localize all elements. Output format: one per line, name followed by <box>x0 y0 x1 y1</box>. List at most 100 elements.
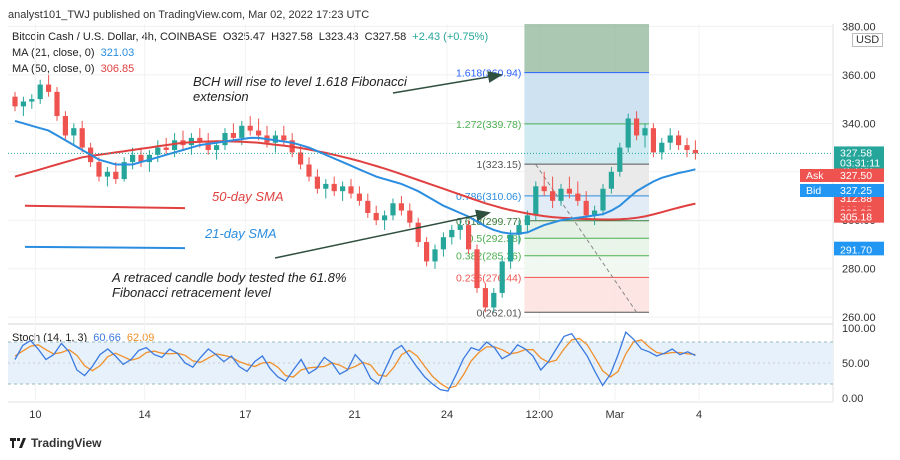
footer-text: TradingView <box>31 436 102 450</box>
annotation-retrace: A retraced candle body tested the 61.8% … <box>112 270 346 300</box>
candle-body <box>499 261 505 293</box>
candle-body <box>71 128 77 136</box>
fib-zone <box>524 72 649 124</box>
quote-bid-value: 327.25 <box>840 185 872 197</box>
stoch-k-line <box>14 331 696 392</box>
quote-ask-value-box <box>834 169 884 182</box>
tradingview-logo-icon <box>10 437 26 448</box>
currency-badge[interactable]: USD <box>852 33 884 47</box>
time-tick-label: 24 <box>441 409 453 421</box>
annotation-sma50: 50-day SMA <box>212 189 284 204</box>
candle-body <box>566 188 572 194</box>
quote-bid-box <box>800 184 834 197</box>
candle-body <box>12 96 18 107</box>
candle-body <box>54 91 60 117</box>
annotation-rise-line1: BCH will rise to level 1.618 Fibonacci <box>193 74 407 89</box>
candle-body <box>583 200 589 216</box>
price-tick-label: 280.00 <box>842 264 876 276</box>
ma50-value: 306.85 <box>100 63 135 75</box>
candle-body <box>650 128 656 153</box>
candle-body <box>155 147 161 155</box>
quote-ask-label: Ask <box>806 170 824 182</box>
candle-body <box>608 171 614 189</box>
candle-body <box>46 84 52 92</box>
fib-zone <box>524 277 649 313</box>
candle-body <box>373 212 379 221</box>
candle-body <box>331 183 337 192</box>
candle-body <box>340 186 346 192</box>
stoch-d-value: 62.09 <box>126 332 155 344</box>
price-tick-label: 260.00 <box>842 312 876 324</box>
candle-body <box>365 200 371 213</box>
candle-body <box>466 225 472 250</box>
fib-level-label: 0.5(292.58) <box>468 233 522 245</box>
stoch-tick-label: 0.00 <box>842 393 863 405</box>
stoch-tick-label: 100.00 <box>842 323 876 335</box>
candle-body <box>197 137 203 143</box>
publish-header: analyst101_TWJ published on TradingView.… <box>8 9 370 21</box>
annotation-rise-line2: extension <box>193 89 249 104</box>
candle-body <box>575 193 581 201</box>
candle-body <box>667 135 673 143</box>
retrace-arrow <box>274 209 491 259</box>
fib-level-label: 1.272(339.78) <box>456 119 521 131</box>
candle-body <box>659 142 665 153</box>
candle-body <box>642 128 648 136</box>
price-tick-label: 380.00 <box>842 21 876 33</box>
candle-body <box>96 162 102 177</box>
fib-level-label: 0(262.01) <box>476 307 521 319</box>
time-tick-label: 17 <box>239 409 251 421</box>
time-tick-label: 21 <box>348 409 360 421</box>
price-tick-label: 340.00 <box>842 118 876 130</box>
candle-body <box>130 154 136 163</box>
candle-body <box>457 225 463 230</box>
rise-arrow <box>392 71 503 94</box>
ma21-label: MA (21, close, 0) <box>12 47 95 59</box>
stoch-band-fill <box>8 342 833 384</box>
candle-body <box>449 229 455 238</box>
candle-body <box>440 237 446 250</box>
candle-body <box>205 142 211 150</box>
candle-body <box>348 186 354 194</box>
fib-level-label: 1.618(360.94) <box>456 68 521 80</box>
time-tick-label: 4 <box>696 409 702 421</box>
candle-body <box>474 249 480 289</box>
fib-level-label: 1(323.15) <box>476 159 521 171</box>
fib-zone <box>524 220 649 239</box>
candle-body <box>172 140 178 150</box>
annotation-sma21: 21-day SMA <box>205 226 277 241</box>
candle-body <box>382 215 388 221</box>
ohlc-open: O325.47 <box>222 31 266 43</box>
candle-body <box>272 135 278 143</box>
candle-body <box>625 118 631 148</box>
candle-body <box>121 162 127 180</box>
ohlc-high: H327.58 <box>271 31 313 43</box>
candle-body <box>432 249 438 262</box>
fib-level-label: 0.382(285.36) <box>456 251 521 263</box>
price-tag: 291.70 <box>834 243 884 256</box>
candle-body <box>306 164 312 177</box>
ma50-line <box>14 140 696 221</box>
candle-body <box>230 133 236 138</box>
candle-body <box>214 145 220 150</box>
candle-body <box>634 118 640 136</box>
sma21-legend-line <box>24 245 186 250</box>
candle-body <box>491 292 497 308</box>
ohlc-close: C327.58 <box>364 31 407 43</box>
time-tick-label: Mar <box>606 409 625 421</box>
candle-body <box>482 288 488 308</box>
current-price-tag-text: 327.58 <box>840 147 872 159</box>
ma50-label: MA (50, close, 0) <box>12 63 95 75</box>
candle-body <box>62 116 68 136</box>
candle-body <box>79 128 85 148</box>
candle-body <box>398 203 404 211</box>
price-tag-text: 291.70 <box>840 244 872 256</box>
candle-body <box>684 145 690 150</box>
candle-body <box>20 101 26 107</box>
stoch-k-value: 60.66 <box>93 332 121 344</box>
annotation-rise: BCH will rise to level 1.618 Fibonacci e… <box>193 74 407 104</box>
ma21-line <box>14 119 696 235</box>
candle-body <box>314 176 320 189</box>
